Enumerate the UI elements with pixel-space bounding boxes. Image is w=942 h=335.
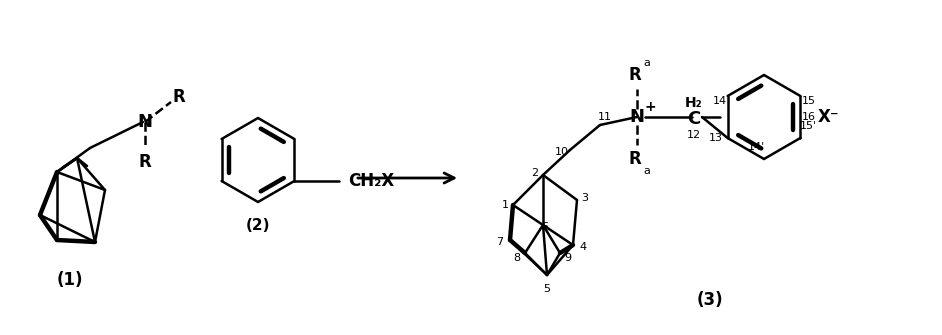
Text: 10: 10 — [555, 147, 569, 157]
Text: R: R — [138, 153, 152, 171]
Text: (3): (3) — [697, 291, 723, 309]
Text: 14: 14 — [712, 96, 726, 106]
Text: (2): (2) — [246, 217, 270, 232]
Text: X⁻: X⁻ — [818, 108, 838, 126]
Text: 12: 12 — [687, 130, 701, 140]
Text: 9: 9 — [564, 253, 572, 263]
Text: 14': 14' — [747, 142, 765, 152]
Text: a: a — [643, 58, 650, 68]
Text: 1: 1 — [501, 200, 509, 210]
Text: 3: 3 — [581, 193, 589, 203]
Text: N: N — [138, 113, 153, 131]
Text: 8: 8 — [513, 253, 521, 263]
Text: a: a — [643, 166, 650, 176]
Text: 7: 7 — [496, 237, 504, 247]
Text: 2: 2 — [531, 168, 539, 178]
Text: N: N — [629, 108, 644, 126]
Text: R: R — [628, 150, 642, 168]
Text: H₂: H₂ — [685, 96, 703, 110]
Text: R: R — [172, 88, 186, 106]
Text: +: + — [644, 100, 656, 114]
Text: 6: 6 — [542, 222, 548, 232]
Text: (1): (1) — [57, 271, 83, 289]
Text: R: R — [628, 66, 642, 84]
Text: 11: 11 — [598, 112, 612, 122]
Text: 5: 5 — [544, 284, 550, 294]
Text: C: C — [688, 110, 701, 128]
Text: 13: 13 — [708, 133, 723, 143]
Text: 4: 4 — [579, 242, 587, 252]
Text: 16: 16 — [802, 112, 816, 122]
Text: CH₂X: CH₂X — [349, 172, 395, 190]
Text: 15': 15' — [800, 121, 817, 131]
Text: 15: 15 — [802, 96, 816, 106]
